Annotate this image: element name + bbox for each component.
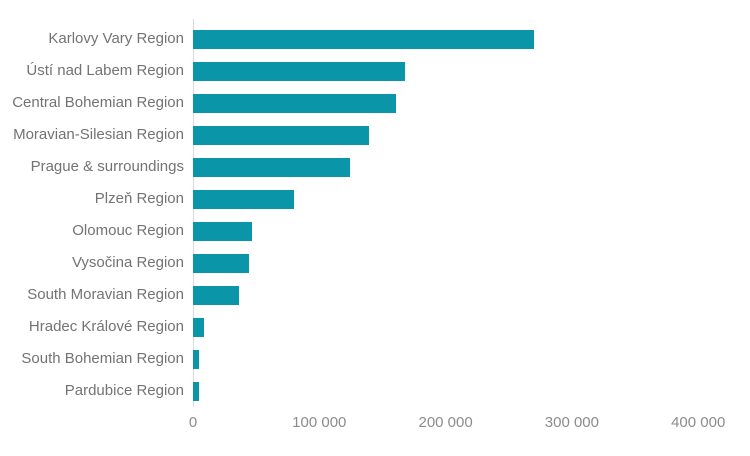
bar: [193, 61, 406, 81]
chart-row: South Moravian Region: [0, 279, 750, 311]
category-label: Vysočina Region: [71, 254, 184, 271]
bar: [193, 381, 200, 401]
category-label: Central Bohemian Region: [12, 94, 184, 111]
x-axis-tick-label: 100 000: [292, 414, 347, 431]
category-label: Moravian-Silesian Region: [13, 126, 184, 143]
bar-track: [193, 247, 750, 279]
chart-rows: Karlovy Vary Region Ústí nad Labem Region…: [0, 23, 750, 407]
bar-track: [193, 55, 750, 87]
chart-row: Vysočina Region: [0, 247, 750, 279]
bar: [193, 349, 200, 369]
chart-row: Olomouc Region: [0, 215, 750, 247]
bar: [193, 93, 397, 113]
category-label: Prague & surroundings: [30, 158, 184, 175]
bar-track: [193, 215, 750, 247]
bar-track: [193, 279, 750, 311]
chart-row: South Bohemian Region: [0, 343, 750, 375]
y-axis-line: [193, 19, 194, 407]
category-label: Hradec Králové Region: [28, 318, 184, 335]
bar-track: [193, 119, 750, 151]
bar: [193, 29, 534, 49]
x-axis-tick-label: 300 000: [544, 414, 600, 431]
chart-row: Hradec Králové Region: [0, 311, 750, 343]
x-axis-tick-label: 0: [188, 414, 198, 431]
bar: [193, 189, 294, 209]
chart-row: Karlovy Vary Region: [0, 23, 750, 55]
bar: [193, 253, 249, 273]
bar: [193, 285, 239, 305]
bar-track: [193, 151, 750, 183]
category-label: Pardubice Region: [64, 382, 184, 399]
bar-track: [193, 23, 750, 55]
chart-row: Ústí nad Labem Region: [0, 55, 750, 87]
bar: [193, 221, 253, 241]
bar-track: [193, 311, 750, 343]
x-axis: 0 100 000 200 000 300 000 400 000: [189, 414, 750, 436]
bar-track: [193, 375, 750, 407]
bar-track: [193, 87, 750, 119]
category-label: Karlovy Vary Region: [48, 30, 184, 47]
x-axis-tick-label: 400 000: [671, 414, 726, 431]
category-label: South Moravian Region: [27, 286, 184, 303]
category-label: South Bohemian Region: [21, 350, 184, 367]
chart-row: Prague & surroundings: [0, 151, 750, 183]
bar: [193, 125, 369, 145]
category-label: Olomouc Region: [72, 222, 184, 239]
bar-track: [193, 183, 750, 215]
x-axis-tick-label: 200 000: [418, 414, 473, 431]
bar: [193, 317, 205, 337]
chart-row: Central Bohemian Region: [0, 87, 750, 119]
bar: [193, 157, 350, 177]
chart-row: Pardubice Region: [0, 375, 750, 407]
chart-row: Plzeň Region: [0, 183, 750, 215]
category-label: Ústí nad Labem Region: [26, 62, 184, 79]
chart-row: Moravian-Silesian Region: [0, 119, 750, 151]
category-label: Plzeň Region: [94, 190, 184, 207]
bar-track: [193, 343, 750, 375]
